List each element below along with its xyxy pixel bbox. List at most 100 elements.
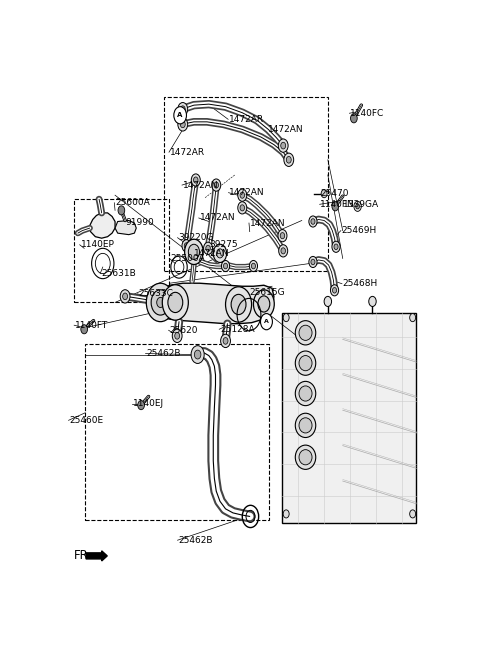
Circle shape	[226, 286, 252, 322]
Text: 25500A: 25500A	[170, 254, 205, 263]
Circle shape	[240, 192, 244, 198]
Text: 1472AN: 1472AN	[183, 181, 218, 190]
Circle shape	[261, 313, 273, 330]
Circle shape	[193, 177, 198, 183]
Circle shape	[185, 239, 203, 265]
Circle shape	[162, 284, 188, 320]
Circle shape	[283, 313, 289, 322]
Circle shape	[321, 190, 327, 198]
Text: 25631B: 25631B	[101, 269, 136, 278]
Polygon shape	[151, 283, 274, 324]
Polygon shape	[115, 221, 136, 235]
Circle shape	[175, 332, 180, 339]
Circle shape	[223, 338, 228, 344]
Text: 1472AN: 1472AN	[194, 249, 229, 258]
Circle shape	[410, 313, 416, 322]
Circle shape	[281, 143, 286, 149]
Text: 91990: 91990	[125, 218, 154, 227]
FancyArrow shape	[86, 551, 107, 561]
Circle shape	[180, 121, 185, 127]
Ellipse shape	[299, 355, 312, 371]
Text: 25462B: 25462B	[146, 349, 181, 358]
Circle shape	[168, 292, 183, 313]
Circle shape	[240, 205, 244, 211]
Circle shape	[151, 290, 170, 315]
Circle shape	[281, 248, 286, 254]
Circle shape	[350, 114, 357, 123]
Circle shape	[334, 244, 338, 250]
Ellipse shape	[295, 413, 316, 438]
Circle shape	[138, 401, 144, 410]
Circle shape	[182, 240, 191, 252]
Circle shape	[231, 294, 246, 315]
Ellipse shape	[295, 445, 316, 469]
Bar	[74, 198, 169, 302]
Circle shape	[280, 233, 285, 238]
Circle shape	[178, 102, 188, 116]
Text: 1140FT: 1140FT	[75, 321, 108, 330]
Circle shape	[238, 202, 247, 214]
Circle shape	[369, 296, 376, 306]
Circle shape	[410, 510, 416, 518]
Circle shape	[278, 229, 287, 242]
Text: 25462B: 25462B	[178, 535, 213, 545]
Text: 25600A: 25600A	[115, 198, 150, 207]
Circle shape	[284, 153, 294, 166]
Circle shape	[224, 263, 228, 269]
Circle shape	[221, 260, 229, 271]
Circle shape	[204, 242, 213, 254]
Text: 25460E: 25460E	[69, 416, 103, 425]
Circle shape	[146, 283, 175, 322]
Ellipse shape	[299, 418, 312, 433]
Text: 25633C: 25633C	[138, 289, 173, 298]
Text: 1339GA: 1339GA	[343, 200, 379, 209]
Circle shape	[311, 260, 315, 265]
Circle shape	[356, 204, 360, 209]
Circle shape	[191, 174, 200, 186]
Circle shape	[81, 325, 87, 334]
Text: 1472AN: 1472AN	[250, 219, 285, 227]
Text: 25128A: 25128A	[220, 325, 254, 334]
Circle shape	[206, 245, 210, 252]
Text: 1472AN: 1472AN	[200, 214, 235, 223]
Text: 1140EP: 1140EP	[81, 240, 114, 249]
Circle shape	[249, 260, 258, 271]
Circle shape	[330, 284, 338, 296]
Circle shape	[188, 244, 200, 260]
Text: 1140FC: 1140FC	[350, 109, 384, 118]
Circle shape	[333, 288, 336, 293]
Circle shape	[252, 263, 255, 269]
Circle shape	[279, 244, 288, 257]
Text: 25469H: 25469H	[342, 226, 377, 235]
Circle shape	[221, 334, 230, 348]
Polygon shape	[90, 213, 115, 238]
Circle shape	[311, 219, 315, 224]
Text: 25468H: 25468H	[343, 279, 378, 288]
Text: FR.: FR.	[74, 549, 92, 562]
Text: A: A	[178, 112, 183, 118]
Circle shape	[156, 298, 164, 307]
Circle shape	[258, 296, 270, 312]
Circle shape	[287, 156, 291, 163]
Circle shape	[178, 118, 188, 131]
Circle shape	[332, 202, 338, 211]
Text: 1472AR: 1472AR	[170, 148, 205, 156]
Circle shape	[174, 106, 186, 124]
Circle shape	[278, 139, 288, 152]
Ellipse shape	[295, 351, 316, 375]
Text: A: A	[264, 319, 269, 324]
Text: 1140FN: 1140FN	[321, 200, 355, 209]
Circle shape	[120, 290, 130, 303]
Ellipse shape	[299, 386, 312, 401]
Text: 39275: 39275	[209, 240, 238, 249]
Text: 1140EJ: 1140EJ	[132, 399, 164, 408]
Circle shape	[213, 244, 227, 263]
Circle shape	[191, 346, 204, 363]
Circle shape	[214, 182, 218, 188]
Circle shape	[180, 106, 185, 112]
Ellipse shape	[299, 449, 312, 465]
Circle shape	[309, 256, 317, 267]
Text: 25620: 25620	[169, 326, 198, 335]
Circle shape	[194, 350, 201, 359]
Bar	[85, 344, 269, 520]
